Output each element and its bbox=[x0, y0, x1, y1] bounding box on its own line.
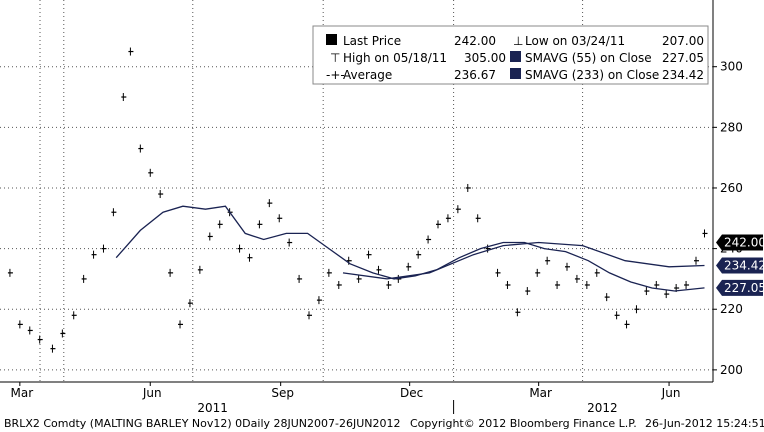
badge-label: 227.05 bbox=[724, 281, 764, 295]
x-year-label: 2011 bbox=[197, 401, 228, 415]
legend-sma55: SMAVG (55) on Close 227.05 bbox=[510, 51, 704, 65]
legend-swatch-sma55 bbox=[510, 51, 521, 62]
x-year-label: 2012 bbox=[587, 401, 618, 415]
value-badges: 242.00 234.42 227.05 bbox=[716, 234, 764, 296]
series-0 bbox=[7, 47, 708, 353]
legend-low: ⊥ Low on 03/24/11 207.00 bbox=[513, 34, 704, 48]
chart-footer: BRLX2 Comdty (MALTING BARLEY Nov12) 0Dai… bbox=[0, 414, 764, 432]
legend-label-low: Low on 03/24/11 bbox=[525, 34, 625, 48]
legend-high: ⊤ High on 05/18/11 305.00 bbox=[330, 51, 506, 65]
legend-value-average: 236.67 bbox=[454, 68, 496, 82]
value-badge-0: 242.00 bbox=[716, 234, 764, 251]
legend-sma233: SMAVG (233) on Close 234.42 bbox=[510, 68, 704, 82]
legend-low-marker: ⊥ bbox=[513, 34, 523, 48]
footer-ticker: BRLX2 Comdty (MALTING BARLEY Nov12) 0Dai… bbox=[4, 417, 401, 430]
y-tick-label: 280 bbox=[720, 120, 743, 134]
legend-label-high: High on 05/18/11 bbox=[343, 51, 447, 65]
legend-label-sma55: SMAVG (55) on Close bbox=[525, 51, 652, 65]
legend-average: -+- Average 236.67 bbox=[326, 68, 496, 82]
chart-series-layer bbox=[7, 47, 708, 353]
badge-shape bbox=[716, 279, 763, 296]
legend-swatch-last-price bbox=[326, 34, 337, 45]
legend-value-sma233: 234.42 bbox=[662, 68, 704, 82]
legend-last-price: Last Price 242.00 bbox=[326, 34, 496, 48]
y-tick-label: 260 bbox=[720, 181, 743, 195]
sma-line-1 bbox=[115, 205, 705, 292]
legend-label-last-price: Last Price bbox=[343, 34, 401, 48]
legend-box: Last Price 242.00 ⊥ Low on 03/24/11 207.… bbox=[312, 25, 709, 85]
footer-copyright: Copyright© 2012 Bloomberg Finance L.P. bbox=[410, 417, 637, 430]
x-month-label: Mar bbox=[529, 386, 552, 400]
chart-axes: 200220240260280300MarJunSepDecMarJun2011… bbox=[0, 0, 743, 415]
y-tick-label: 220 bbox=[720, 302, 743, 316]
badge-label: 242.00 bbox=[724, 236, 764, 250]
series-1 bbox=[115, 205, 705, 292]
legend-value-low: 207.00 bbox=[662, 34, 704, 48]
legend-value-high: 305.00 bbox=[464, 51, 506, 65]
badge-shape bbox=[716, 234, 763, 251]
sma-line-2 bbox=[342, 241, 705, 280]
legend-label-sma233: SMAVG (233) on Close bbox=[525, 68, 659, 82]
legend-high-marker: ⊤ bbox=[330, 51, 340, 65]
legend-swatch-sma233 bbox=[510, 68, 521, 79]
value-badge-1: 234.42 bbox=[716, 257, 764, 274]
y-tick-label: 200 bbox=[720, 363, 743, 377]
legend-value-last-price: 242.00 bbox=[454, 34, 496, 48]
legend-average-marker: -+- bbox=[326, 68, 345, 82]
x-month-label: Jun bbox=[142, 386, 162, 400]
y-tick-label: 300 bbox=[720, 60, 743, 74]
badge-shape bbox=[716, 257, 763, 274]
series-2 bbox=[342, 241, 705, 280]
legend-label-average: Average bbox=[343, 68, 392, 82]
badge-label: 234.42 bbox=[724, 259, 764, 273]
x-month-label: Dec bbox=[400, 386, 423, 400]
x-month-label: Sep bbox=[271, 386, 294, 400]
x-month-label: Mar bbox=[11, 386, 34, 400]
x-month-label: Jun bbox=[661, 386, 681, 400]
value-badge-2: 227.05 bbox=[716, 279, 764, 296]
legend-value-sma55: 227.05 bbox=[662, 51, 704, 65]
footer-timestamp: 26-Jun-2012 15:24:51 bbox=[645, 417, 764, 430]
